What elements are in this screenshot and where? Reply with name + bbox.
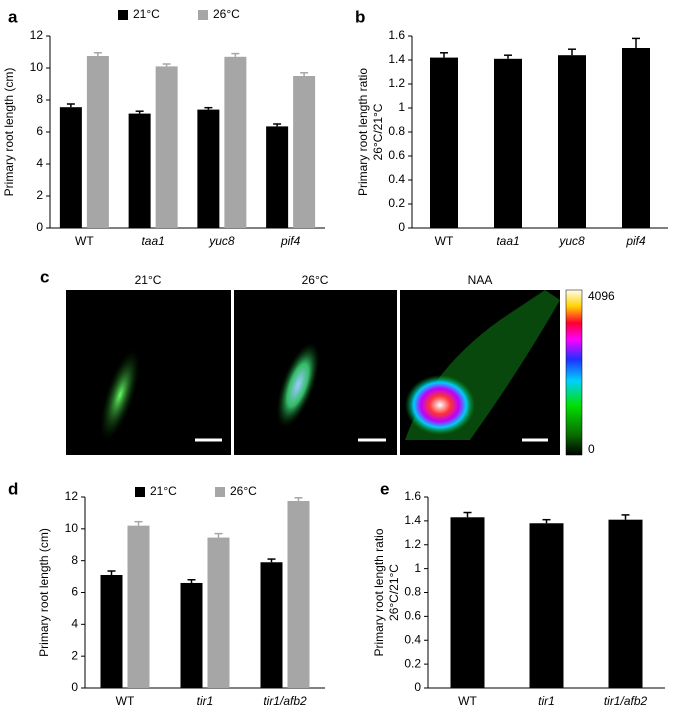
y-tick-label: 2 [71, 648, 78, 662]
y-tick-label: 1 [414, 561, 421, 575]
y-tick-label: 12 [65, 489, 79, 503]
y-axis-label: Primary root length (cm) [2, 68, 16, 197]
y-tick-label: 8 [71, 553, 78, 567]
legend-swatch [215, 487, 225, 497]
root-signal [276, 342, 320, 428]
bar [100, 574, 123, 688]
y-tick-label: 0.4 [404, 632, 421, 646]
bar [293, 76, 316, 228]
y-tick-label: 0 [71, 680, 78, 694]
colorbar-label: 4096 [588, 289, 615, 303]
image-panel: c 21°C 26°C NAA 4096 0 [40, 267, 615, 456]
legend-label: 21°C [133, 7, 160, 21]
y-axis-label: Primary root length ratio [372, 528, 386, 656]
bar [155, 66, 178, 229]
y-tick-label: 0.8 [388, 124, 405, 138]
y-tick-label: 0.2 [388, 196, 405, 210]
x-tick-label: WT [435, 234, 454, 248]
x-tick-label: WT [458, 694, 477, 708]
bar [207, 537, 230, 688]
y-tick-label: 1.4 [388, 52, 405, 66]
bar [86, 56, 109, 228]
bar [287, 500, 310, 688]
y-tick-label: 6 [71, 585, 78, 599]
bar [224, 56, 247, 228]
y-tick-label: 0.4 [388, 172, 405, 186]
x-tick-label: WT [75, 234, 94, 248]
panel-letter: a [8, 7, 18, 26]
image-label: NAA [468, 273, 493, 287]
y-tick-label: 6 [36, 124, 43, 138]
y-tick-label: 0 [36, 220, 43, 234]
y-tick-label: 4 [71, 617, 78, 631]
bar [197, 109, 220, 228]
legend-label: 26°C [213, 7, 240, 21]
y-tick-label: 1.6 [404, 489, 421, 503]
y-axis-label: 26°C/21°C [371, 103, 385, 160]
legend-swatch [118, 10, 128, 20]
x-tick-label: WT [116, 694, 135, 708]
colorbar [565, 289, 583, 456]
bar [529, 523, 564, 688]
bar [558, 55, 586, 229]
x-tick-label: pif4 [280, 234, 301, 248]
y-tick-label: 0.6 [404, 609, 421, 623]
y-tick-label: 1.6 [388, 28, 405, 42]
x-tick-label: taa1 [141, 234, 164, 248]
x-tick-label: yuc8 [208, 234, 235, 248]
micrograph [66, 290, 231, 455]
y-tick-label: 1.2 [404, 537, 421, 551]
bar [180, 582, 203, 688]
y-tick-label: 2 [36, 188, 43, 202]
y-tick-label: 12 [30, 28, 44, 42]
legend-swatch [198, 10, 208, 20]
y-axis-label: 26°C/21°C [387, 564, 401, 621]
x-tick-label: tir1/afb2 [263, 694, 307, 708]
y-tick-label: 0 [398, 220, 405, 234]
y-tick-label: 0.2 [404, 656, 421, 670]
y-tick-label: 1 [398, 100, 405, 114]
y-tick-label: 10 [30, 60, 44, 74]
bar [450, 517, 485, 688]
y-tick-label: 4 [36, 156, 43, 170]
x-tick-label: tir1 [197, 694, 214, 708]
legend-label: 21°C [150, 484, 177, 498]
image-label: 26°C [302, 273, 329, 287]
panel-letter: c [40, 267, 49, 286]
y-tick-label: 1.2 [388, 76, 405, 90]
x-tick-label: pif4 [625, 234, 646, 248]
x-tick-label: yuc8 [558, 234, 585, 248]
legend-swatch [135, 487, 145, 497]
bar [127, 525, 150, 688]
bar [59, 107, 82, 228]
panel-letter: e [380, 479, 389, 498]
y-tick-label: 10 [65, 521, 79, 535]
root-signal [405, 375, 475, 435]
bar [266, 126, 289, 228]
panel-letter: b [355, 7, 365, 26]
bar [622, 48, 650, 228]
panel-letter: d [8, 479, 18, 498]
y-tick-label: 0.6 [388, 148, 405, 162]
y-tick-label: 8 [36, 92, 43, 106]
bar [260, 562, 283, 688]
y-axis-label: Primary root length ratio [356, 68, 370, 196]
y-axis-label: Primary root length (cm) [37, 528, 51, 657]
bar [494, 58, 522, 228]
legend-label: 26°C [230, 484, 257, 498]
x-tick-label: tir1/afb2 [604, 694, 648, 708]
bar [430, 57, 458, 228]
y-tick-label: 1.4 [404, 513, 421, 527]
bar [128, 113, 151, 228]
y-tick-label: 0.8 [404, 585, 421, 599]
image-label: 21°C [135, 273, 162, 287]
colorbar-label: 0 [588, 442, 595, 456]
root-signal [100, 349, 140, 441]
y-tick-label: 0 [414, 680, 421, 694]
bar [608, 519, 643, 688]
x-tick-label: tir1 [538, 694, 555, 708]
x-tick-label: taa1 [496, 234, 519, 248]
